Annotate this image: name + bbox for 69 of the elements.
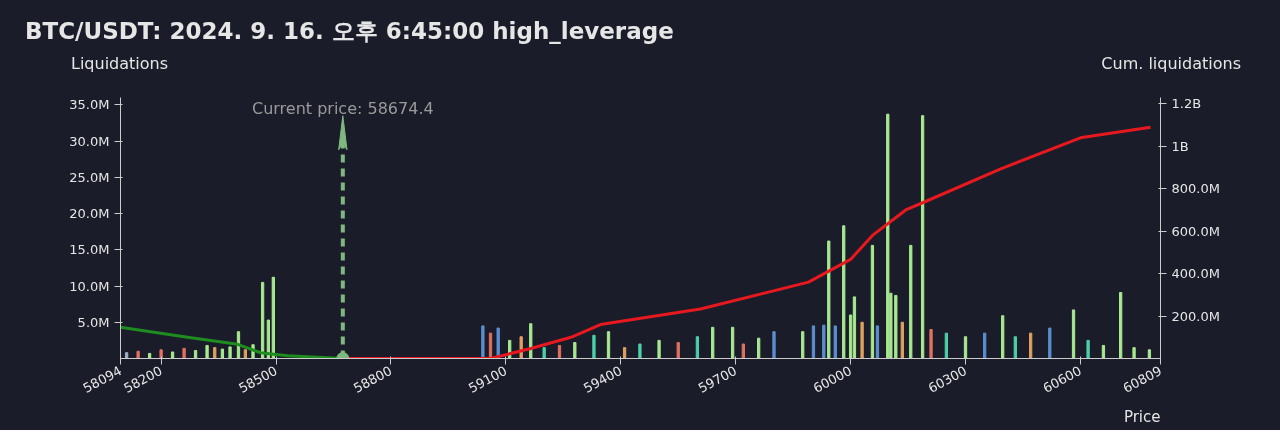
bar	[870, 244, 875, 359]
bar	[860, 321, 864, 359]
bar	[606, 331, 611, 359]
bar	[657, 339, 661, 359]
bar	[944, 332, 949, 359]
bar	[1013, 336, 1017, 359]
y2-tick-label: 1.2B	[1171, 96, 1202, 112]
y2-tick-label: 800.0M	[1171, 181, 1220, 197]
y2-tick-label: 200.0M	[1171, 308, 1220, 324]
y2-tick-label: 1B	[1171, 138, 1189, 154]
bar	[159, 349, 163, 359]
bar	[822, 324, 826, 359]
bar	[730, 326, 735, 359]
bar	[983, 332, 987, 359]
bar	[741, 343, 745, 359]
bar	[220, 348, 225, 359]
bar	[929, 329, 933, 359]
bar	[1132, 347, 1136, 359]
bar	[1028, 332, 1033, 359]
bar	[205, 344, 209, 359]
y-tick-label: 15.0M	[69, 242, 110, 258]
bar	[481, 325, 485, 359]
bar	[875, 325, 880, 359]
bar	[852, 296, 857, 359]
bar	[542, 347, 546, 359]
bar	[1071, 309, 1076, 359]
bar	[1147, 349, 1152, 359]
bar	[182, 347, 186, 359]
bar	[228, 346, 232, 359]
y-tick-label: 30.0M	[69, 133, 110, 149]
bar	[886, 113, 890, 359]
bar	[529, 323, 533, 359]
y2-tick-label: 400.0M	[1171, 266, 1220, 282]
bar	[900, 321, 904, 359]
y-tick-label: 25.0M	[69, 169, 110, 185]
bar	[909, 244, 913, 359]
bar	[801, 331, 805, 359]
bar	[695, 336, 700, 359]
bar	[243, 349, 248, 359]
bar	[136, 350, 140, 359]
bar	[676, 342, 680, 359]
bar	[1119, 292, 1123, 359]
bar	[711, 326, 715, 359]
bar	[592, 334, 596, 359]
bar	[827, 240, 831, 359]
y-tick-label: 10.0M	[69, 278, 110, 294]
bar	[1048, 327, 1052, 359]
y-tick-label: 20.0M	[69, 206, 110, 221]
bar	[772, 331, 776, 359]
bar	[213, 347, 217, 359]
bar	[1086, 339, 1090, 359]
bar	[842, 225, 846, 359]
bar	[833, 325, 837, 359]
bar	[638, 343, 642, 359]
y-tick-label: 35.0M	[69, 97, 110, 113]
ref-line-label: Current price: 58674.4	[252, 98, 434, 118]
bar	[920, 115, 925, 359]
bar	[170, 351, 175, 359]
bar	[811, 325, 816, 359]
chart-title: BTC/USDT: 2024. 9. 16. 오후 6:45:00 high_leverage	[25, 17, 674, 46]
bar	[1001, 315, 1005, 359]
bar	[573, 342, 577, 359]
y2-axis-title: Cum. liquidations	[1101, 53, 1241, 75]
bar	[963, 336, 968, 359]
y-tick-label: 5.0M	[77, 314, 110, 330]
y2-tick-label: 600.0M	[1171, 223, 1220, 239]
y-axis-title: Liquidations	[71, 53, 169, 75]
bar	[124, 352, 129, 359]
x-axis-title: Price	[1123, 407, 1161, 426]
